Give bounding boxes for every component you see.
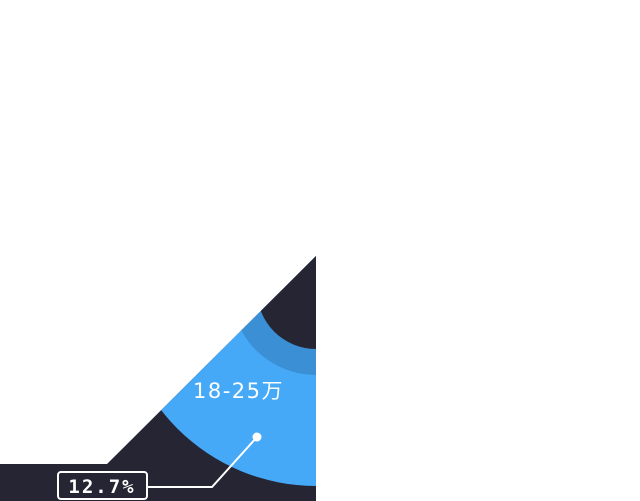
slice-inner-band	[231, 256, 316, 375]
slice-outer-band	[120, 256, 316, 486]
slice-center-hole	[257, 256, 316, 349]
percent-label: 12.7%	[68, 476, 135, 498]
leader-line	[146, 436, 258, 488]
slice-label: 18-25万	[193, 379, 284, 403]
percent-label-box	[57, 471, 148, 500]
slice-18-25wan	[120, 256, 316, 486]
